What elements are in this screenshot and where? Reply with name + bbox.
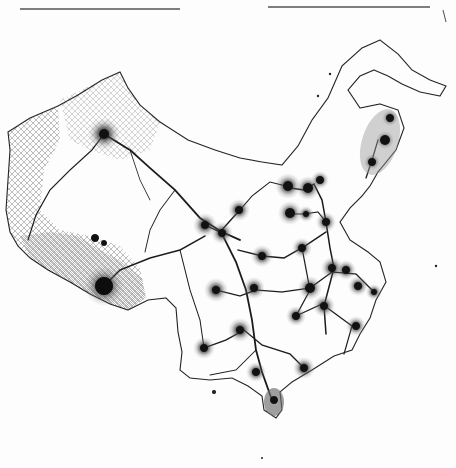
node-core [328, 264, 336, 272]
node-core [386, 114, 394, 122]
node-core [342, 266, 350, 274]
node-core [283, 181, 293, 191]
node-core [292, 312, 300, 320]
node-core [200, 344, 208, 352]
vein-south [203, 329, 305, 369]
north-west-mesh-region [60, 72, 160, 160]
node-core [250, 284, 258, 292]
node-core [320, 302, 328, 310]
node-core [371, 289, 377, 295]
node-core [300, 364, 308, 372]
node-core [298, 244, 306, 252]
speck [261, 457, 263, 459]
node-core [352, 322, 360, 330]
node-core [303, 211, 309, 217]
node-core [316, 176, 324, 184]
node-core [258, 252, 266, 260]
node-core [212, 286, 220, 294]
vein-west-south [27, 133, 105, 241]
node-core [354, 282, 362, 290]
node-core [380, 135, 390, 145]
node-core [91, 234, 99, 242]
node-core [303, 183, 313, 193]
node-core [235, 206, 243, 214]
node-core [99, 129, 109, 139]
vein-minor-4 [209, 349, 257, 376]
speck [434, 264, 438, 268]
speck [316, 94, 320, 98]
scan-mark-corner [442, 9, 447, 23]
vein-minor-2 [129, 149, 151, 201]
vein-minor-1 [144, 189, 176, 253]
node-core [270, 396, 278, 404]
node-core [305, 283, 315, 293]
stray-specks [212, 72, 438, 459]
node-core [95, 277, 113, 295]
node-core [285, 208, 295, 218]
south-west-mesh-region [20, 232, 146, 310]
node-core [201, 221, 209, 229]
node-core [218, 229, 226, 237]
node-core [322, 218, 330, 226]
vein-minor-3 [179, 249, 205, 349]
colony-nodes [84, 110, 398, 416]
node-core [101, 240, 107, 246]
node-core [368, 158, 376, 166]
speck [328, 72, 332, 76]
speck [212, 390, 216, 394]
node-core [252, 368, 260, 376]
node-core [236, 326, 244, 334]
map-outline [5, 39, 447, 419]
